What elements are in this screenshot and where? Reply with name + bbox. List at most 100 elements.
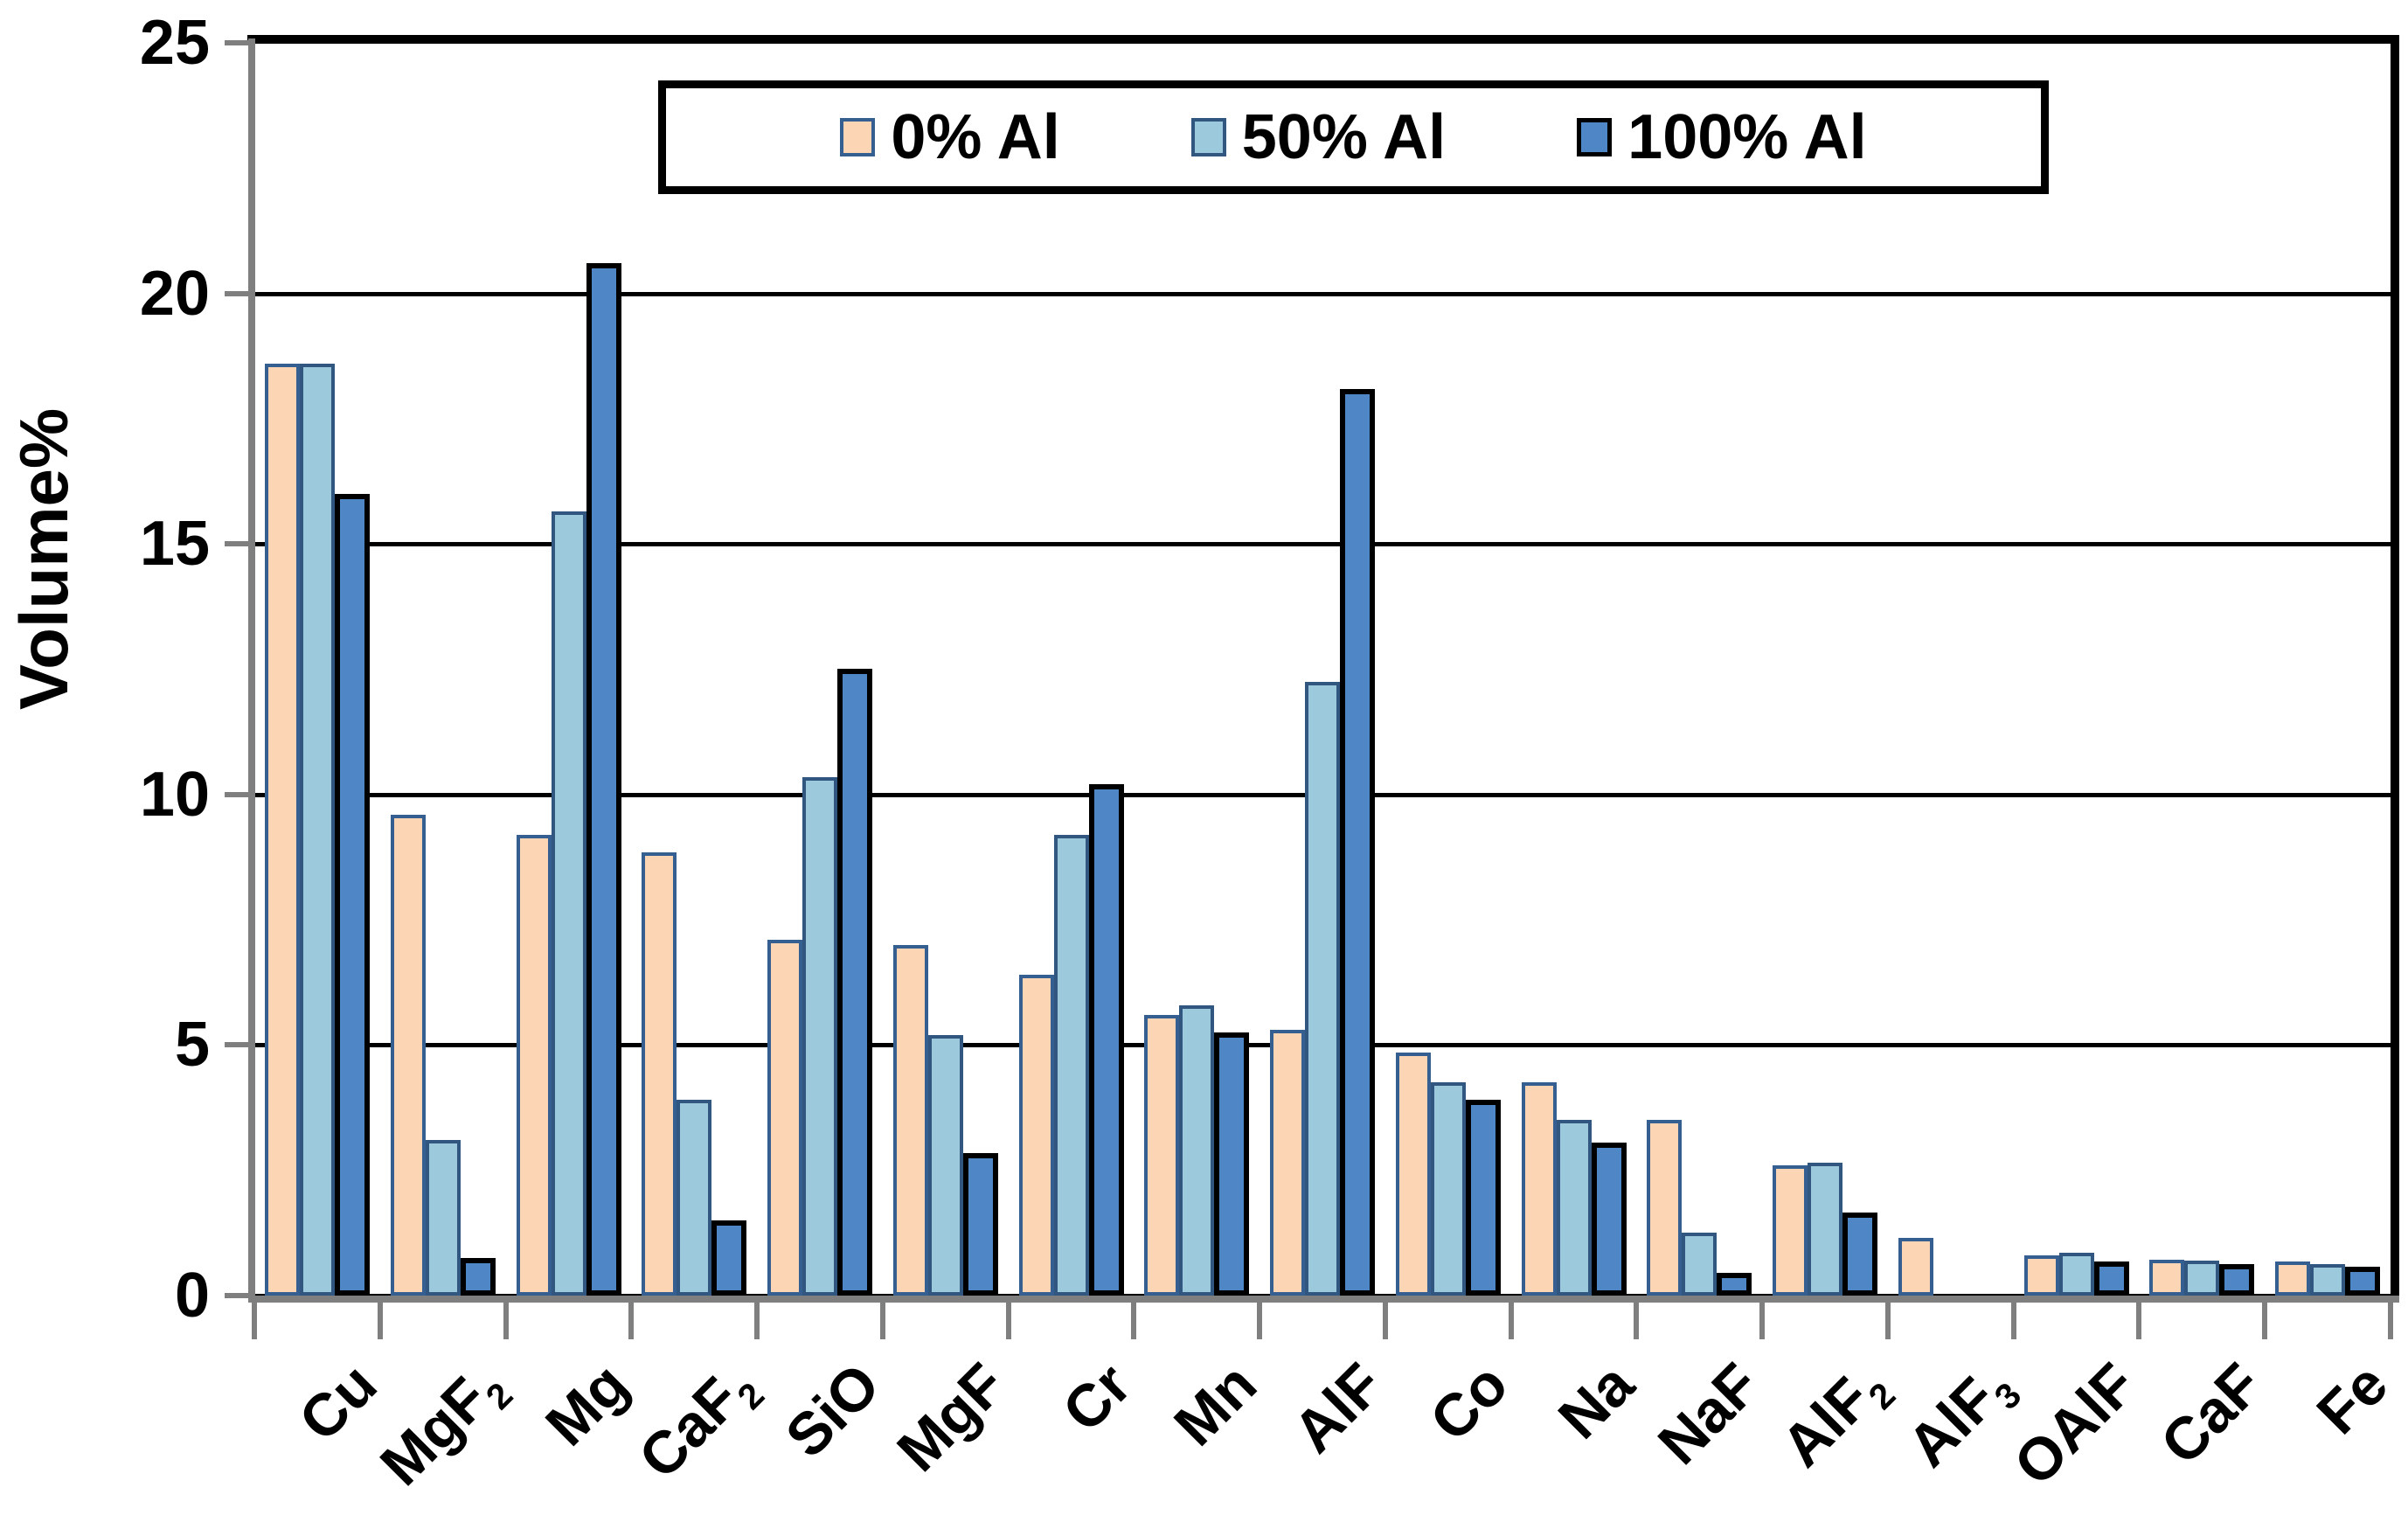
bar-OAlF-50Al <box>2059 1253 2094 1296</box>
x-tick-mark <box>2136 1303 2141 1339</box>
x-tick-label-Fe: Fe <box>2304 1351 2401 1448</box>
bar-MgF-100Al <box>963 1153 998 1296</box>
legend-label-0pct-al: 0% Al <box>891 102 1060 172</box>
bar-NaF-100Al <box>1717 1273 1752 1296</box>
bar-AlF3-0Al <box>1898 1238 1933 1296</box>
legend-item-0pct-al: 0% Al <box>840 102 1060 172</box>
x-tick-label-SiO: SiO <box>773 1351 892 1470</box>
bar-AlF2-50Al <box>1808 1163 1842 1296</box>
y-tick-label-0: 0 <box>174 1261 210 1331</box>
bar-Fe-100Al <box>2345 1267 2380 1296</box>
bar-Cr-0Al <box>1019 975 1054 1296</box>
bar-Co-0Al <box>1396 1053 1431 1296</box>
bar-Na-0Al <box>1522 1082 1557 1296</box>
x-tick-label-CaF: CaF <box>2148 1351 2275 1477</box>
x-tick-label-MgF2: MgF2 <box>368 1365 521 1498</box>
x-tick-label-CaF2: CaF2 <box>626 1365 773 1491</box>
x-tick-label-AlF: AlF <box>1280 1351 1396 1466</box>
x-tick-mark <box>1257 1303 1262 1339</box>
x-tick-label-OAlF: OAlF <box>2002 1351 2149 1498</box>
bar-CaF2-50Al <box>677 1100 711 1296</box>
x-tick-label-Mg: Mg <box>533 1351 642 1459</box>
y-tick-mark-10 <box>225 792 254 797</box>
bar-Mg-50Al <box>552 511 586 1296</box>
y-tick-mark-25 <box>225 40 254 45</box>
bar-NaF-50Al <box>1682 1233 1717 1296</box>
x-tick-mark <box>1006 1303 1011 1339</box>
bar-MgF-50Al <box>928 1035 963 1296</box>
legend-swatch-100pct-al <box>1577 118 1613 156</box>
x-tick-mark <box>503 1303 509 1339</box>
bar-CaF-0Al <box>2149 1260 2184 1296</box>
bar-OAlF-0Al <box>2024 1255 2059 1296</box>
y-tick-label-10: 10 <box>139 760 210 830</box>
x-tick-mark <box>1509 1303 1514 1339</box>
bar-AlF2-0Al <box>1773 1165 1808 1296</box>
plot-border-right <box>2391 35 2399 1303</box>
x-tick-mark <box>2388 1303 2393 1339</box>
legend-item-100pct-al: 100% Al <box>1577 106 1867 169</box>
bar-Mg-100Al <box>586 263 621 1296</box>
bar-SiO-100Al <box>837 669 872 1296</box>
y-tick-label-20: 20 <box>139 259 210 329</box>
x-tick-label-Mn: Mn <box>1162 1351 1270 1459</box>
x-tick-mark <box>1634 1303 1639 1339</box>
bar-Cu-100Al <box>335 494 370 1296</box>
gridline-20 <box>254 292 2391 296</box>
x-tick-mark <box>252 1303 257 1339</box>
bar-Na-50Al <box>1557 1120 1592 1296</box>
x-tick-mark <box>2011 1303 2016 1339</box>
x-tick-mark <box>880 1303 885 1339</box>
x-tick-mark <box>754 1303 760 1339</box>
bar-Mn-100Al <box>1214 1032 1249 1296</box>
y-axis-line <box>248 38 255 1303</box>
x-axis-line <box>248 1296 2399 1303</box>
y-tick-mark-15 <box>225 541 254 546</box>
x-tick-label-Cu: Cu <box>287 1351 390 1455</box>
x-tick-label-Cr: Cr <box>1050 1351 1144 1445</box>
bar-Cu-0Al <box>265 364 300 1296</box>
x-tick-label-AlF3: AlF3 <box>1894 1365 2029 1480</box>
x-tick-label-NaF: NaF <box>1645 1351 1773 1477</box>
x-tick-mark <box>1131 1303 1136 1339</box>
bar-MgF-0Al <box>893 945 928 1296</box>
bar-SiO-0Al <box>767 940 802 1296</box>
bar-Na-100Al <box>1592 1143 1627 1296</box>
x-tick-label-Na: Na <box>1545 1351 1647 1452</box>
gridline-15 <box>254 542 2391 546</box>
bar-AlF2-100Al <box>1842 1213 1877 1296</box>
bar-CaF-100Al <box>2219 1264 2254 1296</box>
y-tick-label-5: 5 <box>174 1010 210 1080</box>
x-tick-label-Co: Co <box>1417 1351 1521 1455</box>
y-tick-label-25: 25 <box>139 8 210 78</box>
legend-item-50pct-al: 50% Al <box>1190 102 1447 172</box>
legend-swatch-0pct-al <box>840 118 876 156</box>
bar-MgF2-0Al <box>391 815 426 1296</box>
bar-Co-100Al <box>1466 1100 1501 1296</box>
bar-CaF2-0Al <box>642 852 677 1296</box>
legend: 0% Al 50% Al 100% Al <box>658 80 2049 194</box>
x-tick-mark <box>1885 1303 1891 1339</box>
bar-SiO-50Al <box>802 777 837 1296</box>
x-tick-label-AlF2: AlF2 <box>1768 1365 1904 1480</box>
bar-Co-50Al <box>1431 1082 1466 1296</box>
bar-AlF-0Al <box>1270 1030 1305 1296</box>
legend-swatch-50pct-al <box>1190 118 1226 156</box>
bar-Fe-0Al <box>2275 1261 2310 1296</box>
bar-AlF-100Al <box>1340 389 1375 1296</box>
bar-MgF2-50Al <box>426 1140 461 1296</box>
bar-MgF2-100Al <box>461 1258 496 1296</box>
bar-CaF-50Al <box>2184 1261 2219 1296</box>
bar-NaF-0Al <box>1647 1120 1682 1296</box>
bar-Cr-50Al <box>1054 835 1089 1296</box>
plot-border-top <box>247 35 2399 44</box>
legend-label-50pct-al: 50% Al <box>1241 102 1447 172</box>
y-tick-mark-5 <box>225 1042 254 1047</box>
bar-Mn-0Al <box>1144 1015 1179 1296</box>
bar-OAlF-100Al <box>2094 1261 2129 1296</box>
x-tick-mark <box>628 1303 634 1339</box>
x-tick-label-MgF: MgF <box>885 1351 1018 1484</box>
x-tick-mark <box>2262 1303 2267 1339</box>
y-tick-mark-0 <box>225 1293 254 1298</box>
